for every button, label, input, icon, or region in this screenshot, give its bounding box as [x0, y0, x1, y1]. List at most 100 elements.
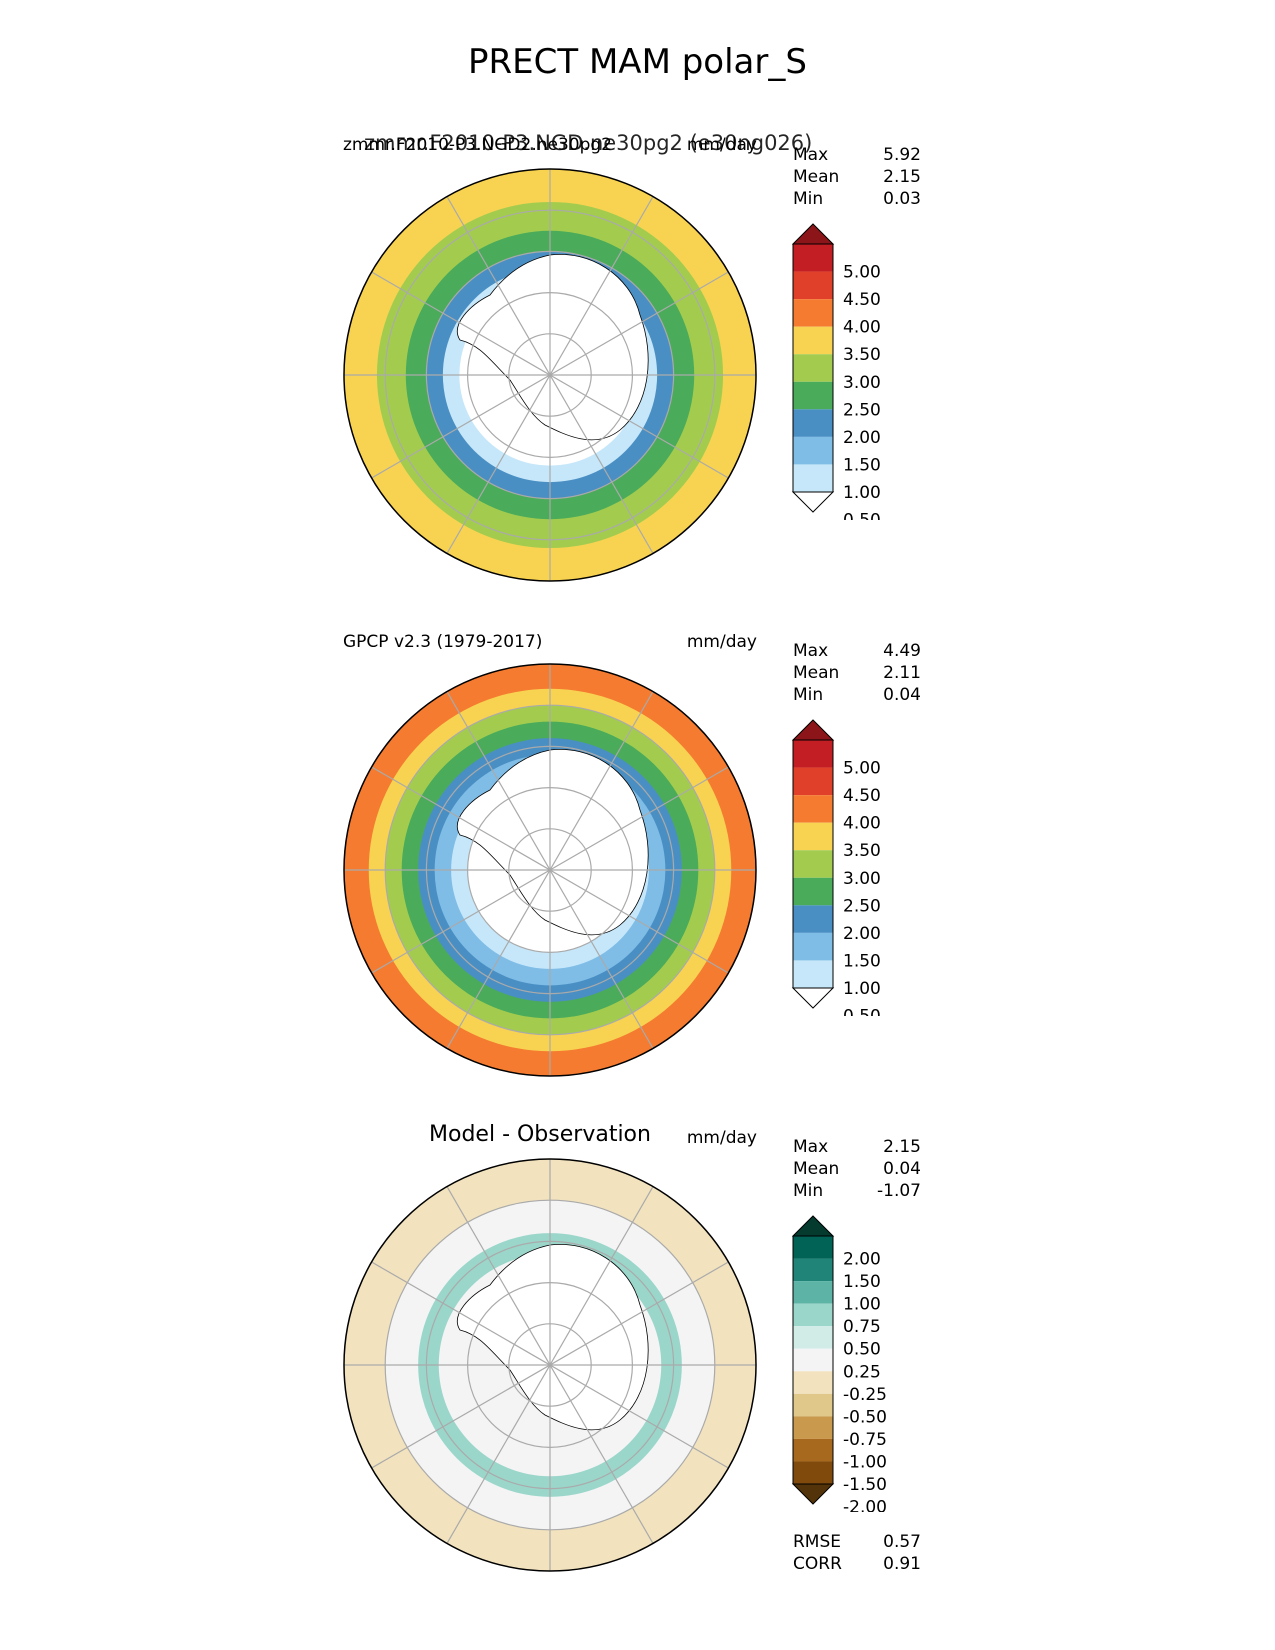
colorbar-swatch-9 [793, 740, 833, 768]
colorbar-tick-label-6: 2.00 [843, 924, 881, 944]
colorbar-tick-label-0: 5.00 [843, 263, 881, 283]
panel-2-min-value: 0.04 [883, 685, 921, 705]
colorbar-tick-label-1: 4.50 [843, 290, 881, 310]
colorbar-tick-label-8: -0.75 [843, 1430, 887, 1450]
map-border [343, 1158, 757, 1572]
panel-1-title-left: zmmr.F2010-P3.NGD2.ne30pg2 [343, 135, 612, 155]
colorbar-outline [792, 243, 834, 493]
panel-2-min-label: Min [793, 685, 824, 705]
colorbar-swatch-1 [793, 1461, 833, 1484]
panel-3-max-value: 2.15 [883, 1137, 921, 1157]
colorbar-tick-label-4: 0.50 [843, 1340, 881, 1360]
colorbar-swatch-3 [793, 905, 833, 933]
colorbar-extend-bottom [791, 491, 835, 513]
panel-3-colorbar: 2.001.501.000.750.500.25-0.25-0.50-0.75-… [791, 1215, 887, 1512]
panel-2-units: mm/day [686, 632, 757, 652]
colorbar-tick-label-8: 1.00 [843, 979, 881, 999]
colorbar-tick-label-9: -1.00 [843, 1452, 887, 1472]
colorbar-extend-top [791, 223, 835, 245]
colorbar-swatch-8 [793, 1303, 833, 1327]
panel-2-title-left: GPCP v2.3 (1979-2017) [343, 632, 543, 652]
colorbar-swatch-3 [793, 409, 833, 437]
colorbar-tick-label-5: 2.50 [843, 400, 881, 420]
colorbar-tick-label-0: 5.00 [843, 759, 881, 779]
panel-3-rmse-label: RMSE [793, 1532, 842, 1552]
colorbar-swatch-5 [793, 1371, 833, 1394]
colorbar-tick-label-8: 1.00 [843, 483, 881, 503]
colorbar-swatch-4 [793, 877, 833, 906]
panel-3-corr-label: CORR [793, 1554, 842, 1574]
panel-1-map [343, 168, 757, 582]
antarctica-coastline [457, 253, 649, 441]
colorbar-swatch-8 [793, 271, 833, 300]
colorbar-tick-label-4: 3.00 [843, 373, 881, 393]
colorbar-tick-label-3: 0.75 [843, 1317, 881, 1337]
panel-1-mean-label: Mean [793, 167, 840, 187]
colorbar-swatch-9 [793, 244, 833, 272]
panel-3-corr-value: 0.91 [883, 1554, 921, 1574]
panel-3-map [343, 1158, 757, 1572]
colorbar-tick-label-7: -0.50 [843, 1407, 887, 1427]
colorbar-tick-label-1: 1.50 [843, 1272, 881, 1292]
colorbar-tick-label-1: 4.50 [843, 786, 881, 806]
colorbar-tick-label-7: 1.50 [843, 455, 881, 475]
colorbar-extend-bottom [791, 987, 835, 1009]
panel-1-min-value: 0.03 [883, 189, 921, 209]
colorbar-tick-label-3: 3.50 [843, 345, 881, 365]
colorbar-swatch-4 [793, 1393, 833, 1417]
map-border [343, 168, 757, 582]
panel-3-mean-value: 0.04 [883, 1159, 921, 1179]
meridian-line-5 [371, 271, 729, 479]
panel-1-max-label: Max [793, 145, 829, 165]
colorbar-swatch-1 [793, 464, 833, 492]
panel-3-mean-label: Mean [793, 1159, 840, 1179]
colorbar-swatch-1 [793, 960, 833, 988]
antarctica-coastline [457, 748, 649, 936]
panel-3-max-label: Max [793, 1137, 829, 1157]
colorbar-outline [792, 1235, 834, 1485]
panel-2-max-label: Max [793, 641, 829, 661]
colorbar-tick-label-2: 1.00 [843, 1295, 881, 1315]
colorbar-swatch-6 [793, 822, 833, 851]
colorbar-tick-label-6: -0.25 [843, 1385, 887, 1405]
colorbar-swatch-5 [793, 354, 833, 382]
colorbar-tick-label-6: 2.00 [843, 428, 881, 448]
colorbar-swatch-9 [793, 1281, 833, 1304]
panel-1-max-value: 5.92 [883, 145, 921, 165]
colorbar-swatch-4 [793, 381, 833, 410]
colorbar-tick-label-5: 0.25 [843, 1362, 881, 1382]
colorbar-swatch-6 [793, 326, 833, 355]
panel-3-min-label: Min [793, 1181, 824, 1201]
colorbar-extend-top [791, 719, 835, 741]
colorbar-tick-label-2: 4.00 [843, 814, 881, 834]
colorbar-swatch-3 [793, 1416, 833, 1439]
panel-1-title-overprint: zmmr.F2010-P3.NGD.ne30pg2 (e30ng026) [364, 131, 813, 155]
colorbar-swatch-11 [793, 1236, 833, 1259]
colorbar-swatch-7 [793, 299, 833, 327]
colorbar-swatch-2 [793, 932, 833, 961]
colorbar-tick-label-7: 1.50 [843, 951, 881, 971]
figure-title: PRECT MAM polar_S [468, 42, 807, 82]
colorbar-tick-label-9: 0.50 [843, 1007, 881, 1016]
panel-1-mean-value: 2.15 [883, 167, 921, 187]
panel-3-units: mm/day [686, 1128, 757, 1148]
colorbar-swatch-7 [793, 795, 833, 823]
colorbar-tick-label-4: 3.00 [843, 869, 881, 889]
panel-2-colorbar: 5.00 4.50 4.00 3.50 3.00 2.50 2.00 1.50 1.00 0.50 [791, 719, 881, 1016]
panel-3-min-value: -1.07 [877, 1181, 921, 1201]
antarctica-coastline [457, 1243, 649, 1431]
colorbar-tick-label-0: 2.00 [843, 1250, 881, 1270]
colorbar-tick-label-10: -1.50 [843, 1475, 887, 1495]
map-border [343, 663, 757, 1077]
meridian-line-5 [371, 766, 729, 974]
colorbar-tick-label-3: 3.50 [843, 841, 881, 861]
colorbar-swatch-10 [793, 1258, 833, 1282]
colorbar-tick-label-2: 4.00 [843, 318, 881, 338]
colorbar-tick-label-9: 0.50 [843, 511, 881, 520]
colorbar-tick-label-11: -2.00 [843, 1498, 887, 1512]
colorbar-extend-bottom [791, 1483, 835, 1505]
colorbar-swatch-2 [793, 436, 833, 465]
colorbar-swatch-6 [793, 1348, 833, 1372]
panel-1-min-label: Min [793, 189, 824, 209]
panel-2-map [343, 663, 757, 1077]
